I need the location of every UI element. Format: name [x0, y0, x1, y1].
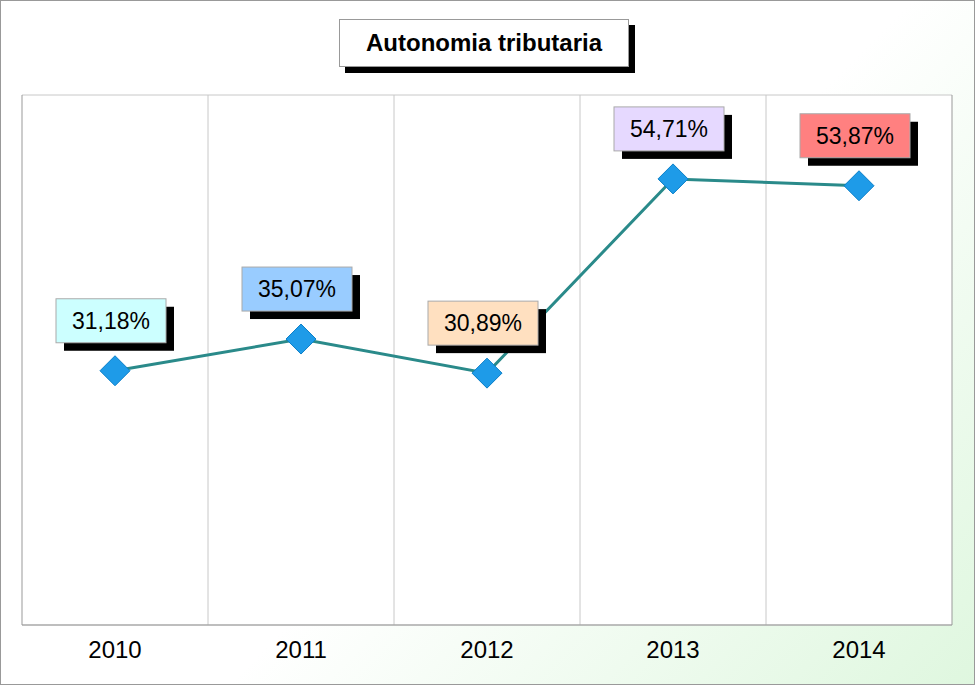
svg-text:35,07%: 35,07%: [258, 276, 336, 302]
svg-text:53,87%: 53,87%: [816, 123, 894, 149]
svg-text:31,18%: 31,18%: [72, 308, 150, 334]
svg-text:2012: 2012: [460, 636, 513, 663]
svg-text:2011: 2011: [275, 636, 327, 663]
svg-text:2010: 2010: [88, 636, 141, 663]
svg-text:30,89%: 30,89%: [444, 310, 522, 336]
html-text:Autonomia tributaria: Autonomia tributaria: [366, 29, 602, 56]
svg-text:2013: 2013: [646, 636, 699, 663]
svg-text:2014: 2014: [832, 636, 885, 663]
svg-text:54,71%: 54,71%: [630, 116, 708, 142]
